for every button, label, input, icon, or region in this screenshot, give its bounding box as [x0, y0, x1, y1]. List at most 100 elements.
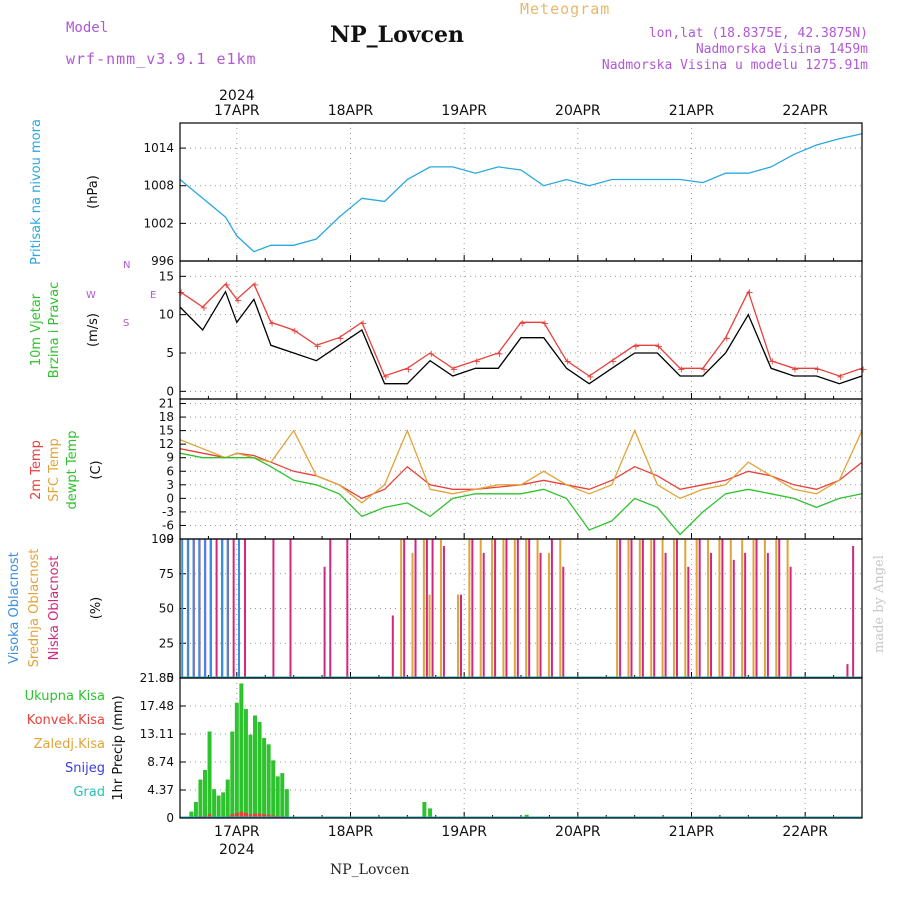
- bar-konvek-kisa: [266, 814, 271, 818]
- y-tick-label: -6: [162, 518, 174, 532]
- pressure-frame: [179, 122, 863, 262]
- day-label-top: 19APR: [441, 103, 487, 119]
- bar-srednja-oblacnost: [695, 539, 698, 678]
- gust-marker: +: [609, 357, 617, 368]
- bar-srednja-oblacnost: [456, 594, 459, 678]
- bar-srednja-oblacnost: [428, 594, 431, 678]
- station-title: NP_Lovcen: [330, 22, 464, 48]
- bar-visoka-oblacnost: [198, 539, 201, 678]
- bar-srednja-oblacnost: [468, 539, 471, 678]
- bar-ukupna-kisa: [221, 792, 226, 818]
- bar-ukupna-kisa: [428, 808, 433, 818]
- year-label-bottom: 2024: [219, 842, 255, 858]
- altitude-label: Nadmorska Visina 1459m: [695, 42, 868, 57]
- bar-srednja-oblacnost: [763, 539, 766, 678]
- cloud-ylabel-low: Niska Oblacnost: [47, 556, 62, 661]
- y-tick-label: 21: [159, 397, 174, 411]
- year-label-top: 2024: [219, 88, 255, 104]
- pressure-ylabel: Pritisak na nivou mora: [29, 119, 44, 265]
- bar-konvek-kisa: [257, 813, 262, 818]
- bar-ukupna-kisa: [189, 811, 194, 818]
- bar-konvek-kisa: [207, 814, 212, 818]
- bar-srednja-oblacnost: [439, 539, 442, 678]
- series-line-speed: [179, 290, 863, 385]
- gust-marker: +: [654, 341, 662, 352]
- wind-ylabel-2: Brzina i Pravac: [47, 282, 62, 379]
- bar-srednja-oblacnost: [786, 539, 789, 678]
- bar-ukupna-kisa: [266, 744, 271, 818]
- bar-srednja-oblacnost: [525, 539, 528, 678]
- bar-srednja-oblacnost: [491, 539, 494, 678]
- gust-marker: +: [473, 357, 481, 368]
- bar-visoka-oblacnost: [192, 539, 195, 678]
- model-altitude-label: Nadmorska Visina u modelu 1275.91m: [601, 58, 868, 73]
- gust-marker: +: [495, 349, 503, 360]
- bar-niska-oblacnost: [528, 539, 531, 678]
- gust-marker: +: [700, 364, 708, 375]
- bar-niska-oblacnost: [272, 539, 275, 678]
- gust-marker: +: [814, 364, 822, 375]
- y-tick-label: 0: [166, 671, 174, 685]
- day-label-top: 17APR: [214, 103, 260, 119]
- day-label-bottom: 21APR: [669, 824, 715, 840]
- bar-srednja-oblacnost: [513, 539, 516, 678]
- bar-niska-oblacnost: [244, 539, 247, 678]
- bar-niska-oblacnost: [516, 539, 519, 678]
- bar-srednja-oblacnost: [661, 539, 664, 678]
- bar-srednja-oblacnost: [536, 539, 539, 678]
- bar-srednja-oblacnost: [627, 539, 630, 678]
- bar-niska-oblacnost: [414, 539, 417, 678]
- gust-marker: +: [200, 303, 208, 314]
- bar-srednja-oblacnost: [547, 552, 550, 678]
- gust-marker: +: [251, 280, 259, 291]
- bar-konvek-kisa: [262, 814, 267, 818]
- gust-marker: +: [313, 341, 321, 352]
- gust-marker: +: [723, 334, 731, 345]
- y-tick-label: -3: [162, 505, 174, 519]
- bar-ukupna-kisa: [275, 776, 280, 818]
- day-label-bottom: 19APR: [441, 824, 487, 840]
- bar-visoka-oblacnost: [209, 539, 212, 678]
- bar-konvek-kisa: [234, 812, 239, 818]
- series-line-dewpt-temp: [179, 452, 863, 536]
- bar-konvek-kisa: [248, 814, 253, 818]
- bar-visoka-oblacnost: [181, 539, 184, 678]
- bar-niska-oblacnost: [721, 539, 724, 678]
- bar-niska-oblacnost: [675, 539, 678, 678]
- bar-niska-oblacnost: [289, 539, 292, 678]
- footer-station: NP_Lovcen: [330, 862, 410, 878]
- y-tick-label: 4.37: [147, 783, 174, 797]
- bar-ukupna-kisa: [234, 702, 239, 818]
- bar-niska-oblacnost: [846, 664, 849, 678]
- temp-unit: (C): [89, 460, 104, 479]
- y-tick-label: 17.48: [140, 699, 174, 713]
- bar-srednja-oblacnost: [672, 539, 675, 678]
- precip-legend-2: Zaledj.Kisa: [34, 737, 105, 752]
- series-line-pritisak-na-nivou-mora: [179, 133, 863, 253]
- bar-niska-oblacnost: [630, 539, 633, 678]
- gust-marker: +: [563, 357, 571, 368]
- day-label-bottom: 18APR: [328, 824, 374, 840]
- cloud-ylabel-mid: Srednja Oblacnost: [27, 549, 42, 668]
- series-line-sfc-temp: [179, 428, 863, 504]
- bar-srednja-oblacnost: [400, 539, 403, 678]
- y-tick-label: 15: [159, 269, 174, 283]
- bar-niska-oblacnost: [732, 559, 735, 678]
- bar-niska-oblacnost: [755, 539, 758, 678]
- bar-niska-oblacnost: [232, 539, 235, 678]
- bar-visoka-oblacnost: [226, 539, 229, 678]
- gust-marker: +: [450, 364, 458, 375]
- day-label-bottom: 22APR: [782, 824, 828, 840]
- y-tick-label: 1014: [143, 141, 174, 155]
- bar-niska-oblacnost: [744, 552, 747, 678]
- precip-legend-3: Snijeg: [65, 761, 105, 776]
- bar-ukupna-kisa: [207, 731, 212, 818]
- gust-marker: +: [586, 372, 594, 383]
- bar-ukupna-kisa: [212, 789, 217, 818]
- series-line-gust: [179, 282, 863, 377]
- gust-marker: +: [359, 318, 367, 329]
- y-tick-label: 1002: [143, 216, 174, 230]
- wind-frame: [179, 260, 863, 400]
- bar-ukupna-kisa: [230, 731, 235, 818]
- y-tick-label: 75: [159, 567, 174, 581]
